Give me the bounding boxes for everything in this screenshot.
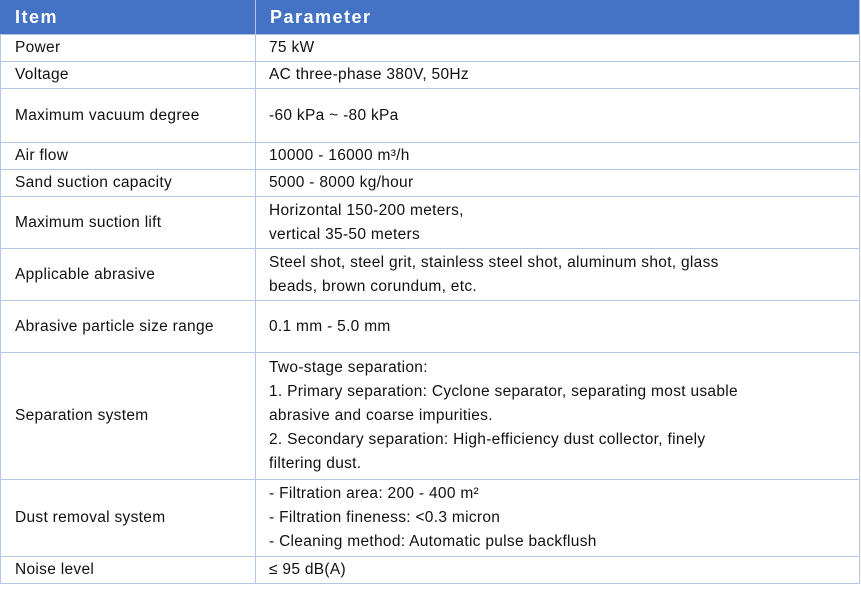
parameter-line: 2. Secondary separation: High-efficiency… [269,431,706,448]
item-cell: Applicable abrasive [0,248,256,301]
table-row: Power 75 kW [0,34,860,62]
item-cell: Dust removal system [0,479,256,557]
parameter-line: Horizontal 150-200 meters, [269,201,464,219]
header-item: Item [0,0,256,35]
parameter-cell: - Filtration area: 200 - 400 m² - Filtrat… [255,479,860,557]
table-row: Separation system Two-stage separation: 1.… [0,352,860,480]
parameter-line: beads, brown corundum, etc. [269,277,477,295]
parameter-cell: 10000 - 16000 m³/h [255,142,860,170]
parameter-line: 75 kW [269,39,315,56]
parameter-line: - Cleaning method: Automatic pulse backf… [269,533,597,550]
item-cell: Maximum suction lift [0,196,256,249]
parameter-line: Two-stage separation: [269,359,428,376]
parameter-cell: 5000 - 8000 kg/hour [255,169,860,197]
parameter-cell: Horizontal 150-200 meters, vertical 35-50… [255,196,860,249]
table-row: Maximum suction lift Horizontal 150-200 m… [0,196,860,249]
table-row: Noise level ≤ 95 dB(A) [0,556,860,584]
parameter-line: vertical 35-50 meters [269,225,421,243]
item-cell: Separation system [0,352,256,480]
parameter-line: 0.1 mm - 5.0 mm [269,317,391,335]
parameter-cell: -60 kPa ~ -80 kPa [255,88,860,143]
table-row: Abrasive particle size range 0.1 mm - 5.0… [0,300,860,353]
parameter-cell: Steel shot, steel grit, stainless steel … [255,248,860,301]
parameter-line: -60 kPa ~ -80 kPa [269,106,399,124]
parameter-line: 1. Primary separation: Cyclone separator… [269,383,738,400]
parameter-cell: 0.1 mm - 5.0 mm [255,300,860,353]
table-row: Applicable abrasive Steel shot, steel gri… [0,248,860,301]
parameter-line: - Filtration area: 200 - 400 m² [269,485,480,502]
parameter-line: 5000 - 8000 kg/hour [269,174,414,191]
parameter-line: AC three-phase 380V, 50Hz [269,66,469,83]
parameter-line: abrasive and coarse impurities. [269,407,493,424]
table-row: Air flow 10000 - 16000 m³/h [0,142,860,170]
parameter-cell: Two-stage separation: 1. Primary separati… [255,352,860,480]
parameter-line: - Filtration fineness: <0.3 micron [269,509,501,526]
parameter-line: filtering dust. [269,455,362,472]
table-row: Sand suction capacity 5000 - 8000 kg/hour [0,169,860,197]
table-row: Voltage AC three-phase 380V, 50Hz [0,61,860,89]
header-parameter: Parameter [255,0,860,35]
item-cell: Air flow [0,142,256,170]
parameter-cell: ≤ 95 dB(A) [255,556,860,584]
parameter-cell: AC three-phase 380V, 50Hz [255,61,860,89]
header-row: Item Parameter [0,0,860,35]
table-row: Dust removal system - Filtration area: 20… [0,479,860,557]
item-cell: Abrasive particle size range [0,300,256,353]
item-cell: Power [0,34,256,62]
parameter-line: ≤ 95 dB(A) [269,561,346,578]
item-cell: Sand suction capacity [0,169,256,197]
parameter-line: Steel shot, steel grit, stainless steel … [269,253,719,271]
parameter-line: 10000 - 16000 m³/h [269,147,410,164]
item-cell: Maximum vacuum degree [0,88,256,143]
item-cell: Voltage [0,61,256,89]
parameter-cell: 75 kW [255,34,860,62]
item-cell: Noise level [0,556,256,584]
table-row: Maximum vacuum degree -60 kPa ~ -80 kPa [0,88,860,143]
